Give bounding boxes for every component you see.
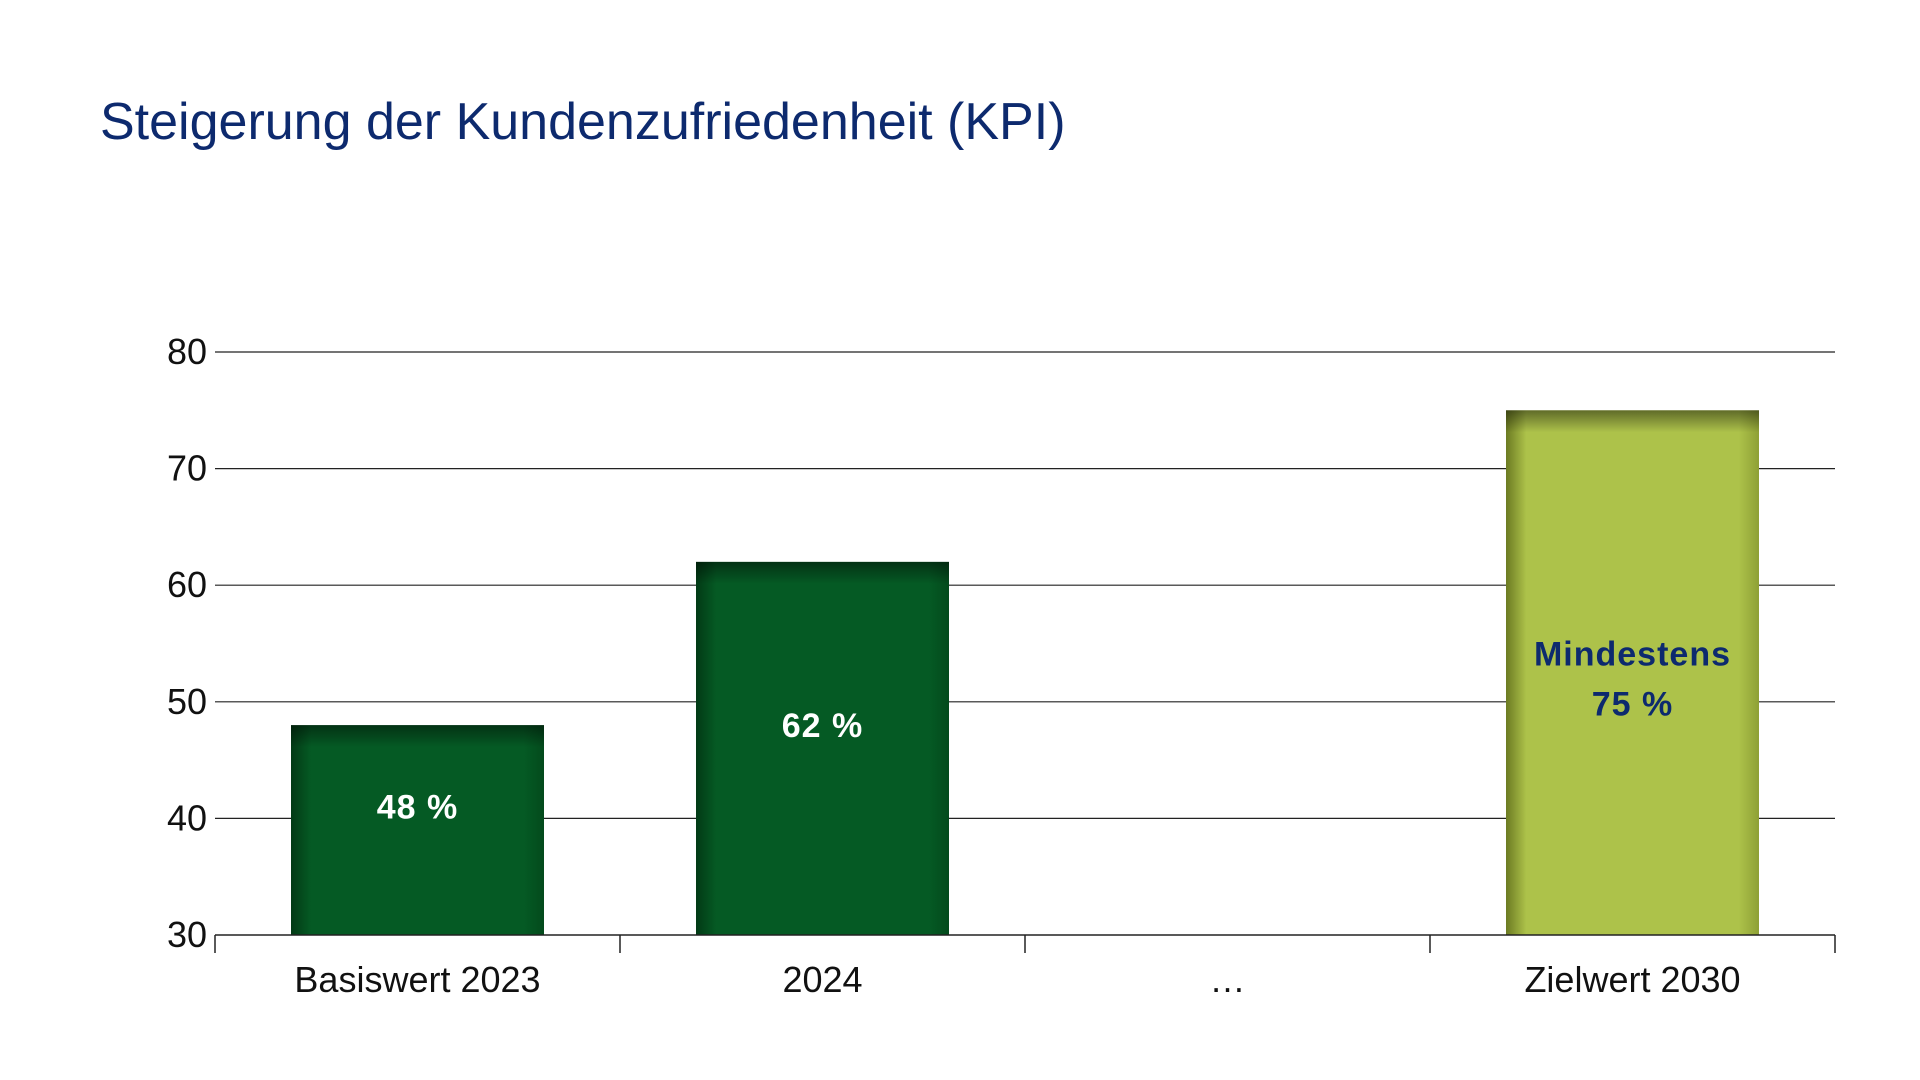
y-tick-label: 50 xyxy=(167,681,207,722)
bar-1 xyxy=(696,561,949,935)
y-tick-label: 40 xyxy=(167,797,207,838)
x-category-label: … xyxy=(1210,959,1246,1000)
labels: 30 40 50 60 70 80 48 % 62 % Mindestens 75 % Basisw… xyxy=(167,331,1741,1000)
bar-data-label: Mindestens xyxy=(1534,635,1731,673)
y-tick-label: 80 xyxy=(167,331,207,372)
chart-title: Steigerung der Kundenzufriedenheit (KPI) xyxy=(100,93,1066,151)
x-category-label: Zielwert 2030 xyxy=(1524,959,1740,1000)
y-tick-label: 60 xyxy=(167,564,207,605)
bar-top-shade-3 xyxy=(1506,410,1759,433)
bar-top-shade-1 xyxy=(696,561,949,584)
y-tick-label: 70 xyxy=(167,448,207,489)
bar-data-label: 75 % xyxy=(1592,685,1674,723)
bar-3 xyxy=(1506,410,1759,935)
bar-0 xyxy=(291,725,544,935)
x-category-label: 2024 xyxy=(782,959,862,1000)
bar-data-label: 62 % xyxy=(782,707,864,745)
bar-top-shade-0 xyxy=(291,725,544,748)
bar-data-label: 48 % xyxy=(377,789,459,827)
x-axis xyxy=(214,934,1836,953)
y-tick-label: 30 xyxy=(167,914,207,955)
bars xyxy=(291,410,1759,935)
x-category-label: Basiswert 2023 xyxy=(294,959,540,1000)
